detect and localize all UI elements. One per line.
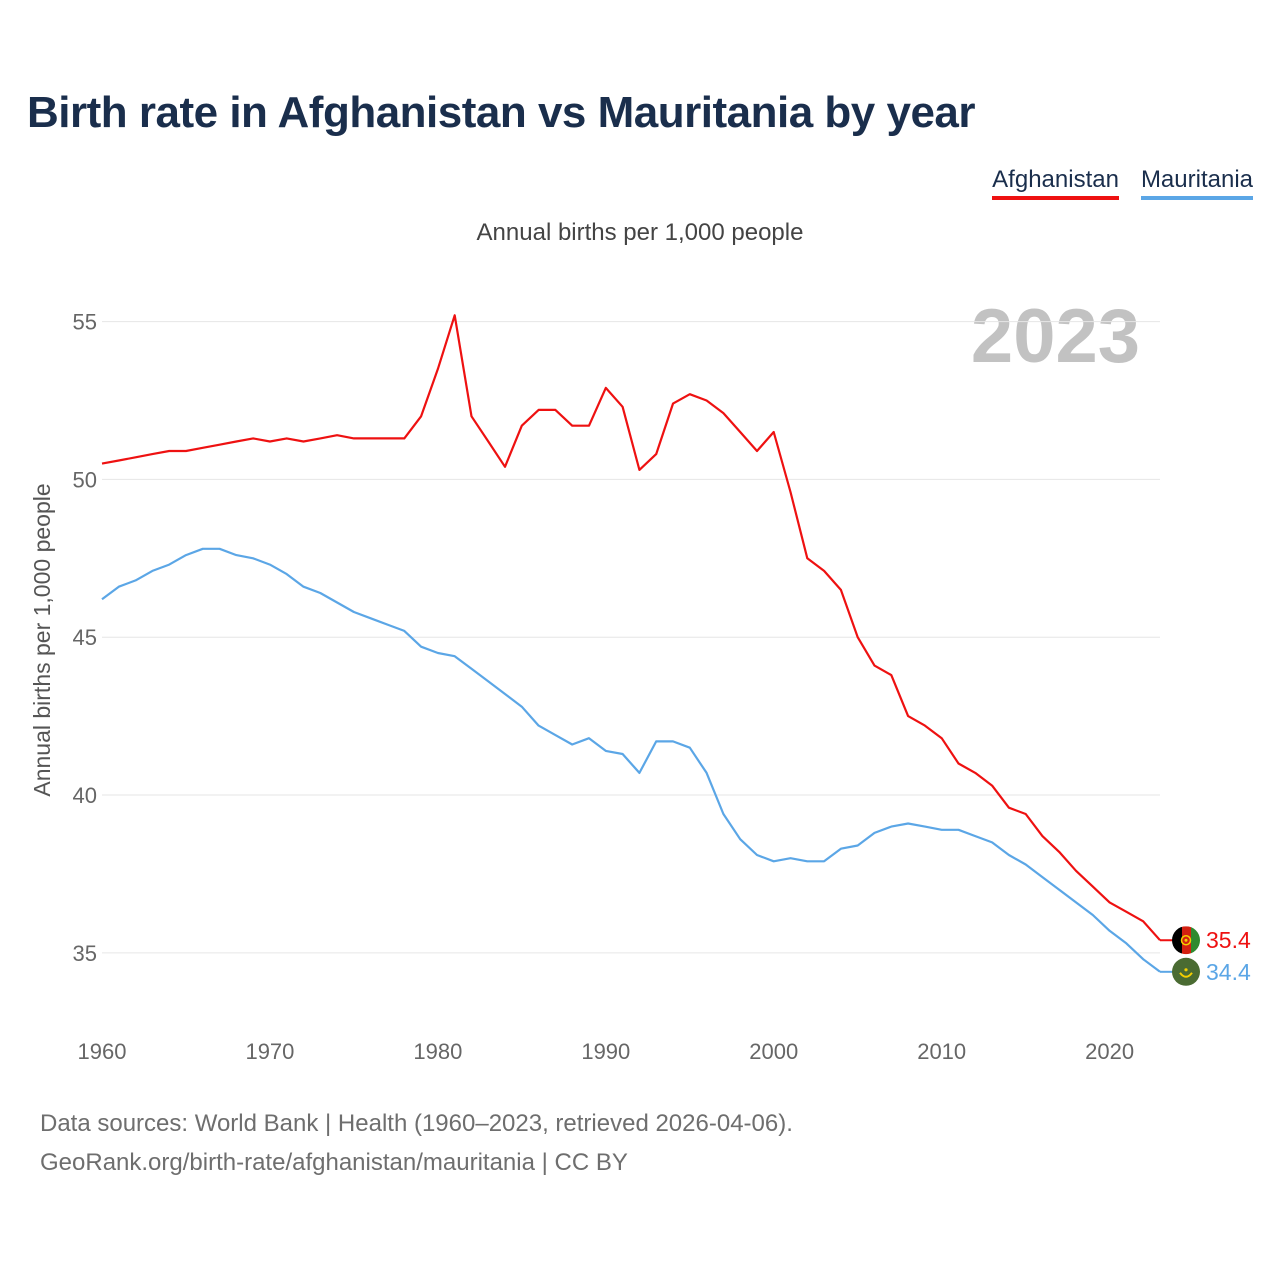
x-tick-label: 2010 [917, 1039, 966, 1064]
y-tick-label: 40 [73, 783, 97, 808]
y-tick-label: 35 [73, 941, 97, 966]
chart-title: Birth rate in Afghanistan vs Mauritania … [27, 88, 976, 137]
afghanistan-flag-icon [1172, 926, 1200, 955]
end-value-label-mauritania: 34.4 [1206, 959, 1251, 985]
series-line-afghanistan[interactable] [101, 314, 1161, 941]
legend-item-mauritania[interactable]: Mauritania [1140, 166, 1253, 200]
end-value-label-afghanistan: 35.4 [1206, 927, 1251, 953]
footer: Data sources: World Bank | Health (1960–… [40, 1104, 793, 1182]
mauritania-flag-icon [1172, 957, 1200, 986]
y-axis-label: Annual births per 1,000 people [29, 483, 55, 796]
line-chart: Annual births per 1,000 people 2023 Annu… [29, 219, 1251, 1064]
year-label: 2023 [971, 294, 1140, 379]
y-tick-label: 55 [73, 310, 97, 335]
series-line-mauritania[interactable] [101, 547, 1161, 973]
x-tick-label: 1970 [245, 1039, 294, 1064]
x-tick-label: 1990 [581, 1039, 630, 1064]
series [101, 314, 1161, 973]
x-tick-label: 2020 [1085, 1039, 1134, 1064]
y-tick-label: 45 [73, 625, 97, 650]
legend: Afghanistan Mauritania [992, 166, 1253, 200]
legend-item-afghanistan[interactable]: Afghanistan [992, 166, 1119, 200]
data-source-note: Data sources: World Bank | Health (1960–… [40, 1110, 793, 1137]
grid-lines [102, 321, 1160, 954]
end-markers: 35.4 34.4 [1160, 926, 1251, 986]
y-axis: 35 40 45 50 55 [73, 310, 97, 966]
chart-subtitle: Annual births per 1,000 people [477, 219, 804, 246]
y-tick-label: 50 [73, 467, 97, 492]
x-tick-label: 1980 [413, 1039, 462, 1064]
x-axis: 1960 1970 1980 1990 2000 2010 2020 [78, 1039, 1135, 1064]
x-tick-label: 1960 [78, 1039, 127, 1064]
x-tick-label: 2000 [749, 1039, 798, 1064]
source-link[interactable]: GeoRank.org/birth-rate/afghanistan/mauri… [40, 1149, 628, 1176]
